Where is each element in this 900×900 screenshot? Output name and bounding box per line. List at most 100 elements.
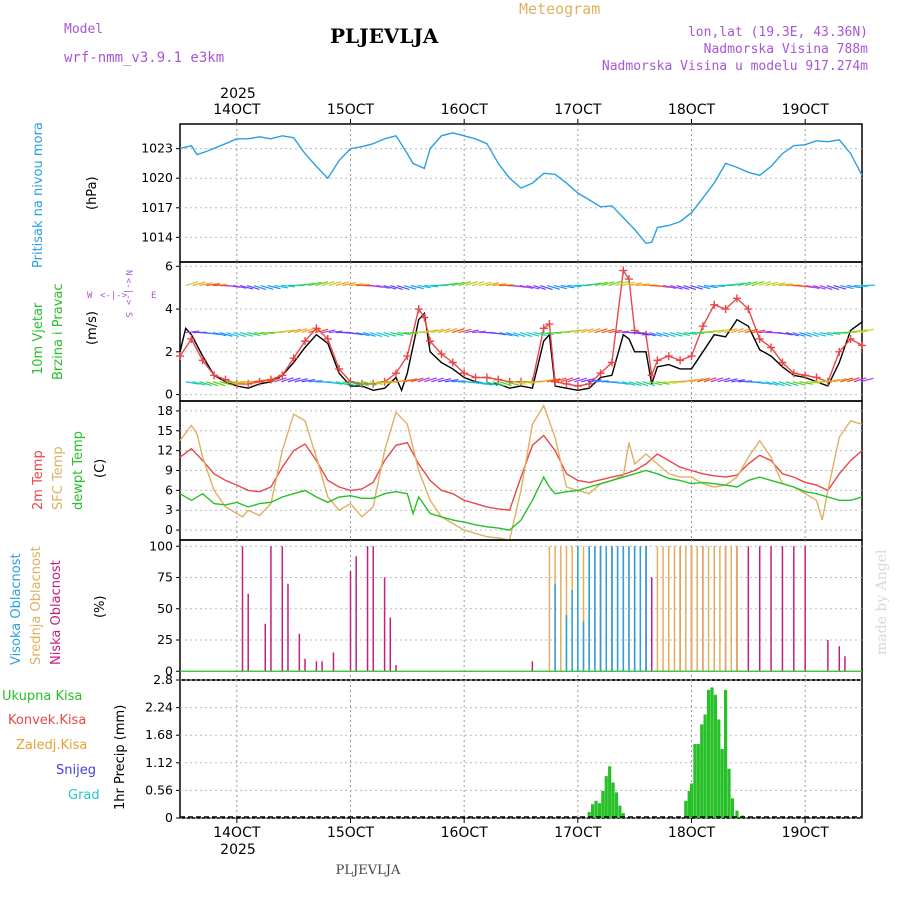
gust-marker (653, 356, 662, 365)
wind-arrow (472, 330, 486, 334)
wind-arrow (403, 378, 418, 383)
precip-bar (703, 714, 707, 818)
cloud-label-high: Visoka Oblacnost (9, 553, 24, 665)
wind-arrow (383, 331, 397, 337)
compass-arrow-v: <-|-> (123, 278, 133, 306)
wind-arrow (349, 381, 362, 387)
wind-arrow (635, 283, 650, 287)
precip-legend-total: Ukupna Kisa (2, 689, 82, 704)
precip-bar (594, 800, 598, 818)
gust-marker (494, 375, 503, 384)
wind-arrow (758, 381, 772, 386)
series-line-2 (179, 469, 863, 531)
wind-arrow (567, 329, 581, 334)
temp-label-dewpt: dewpt Temp (71, 431, 86, 510)
wind-arrow (376, 284, 390, 289)
gust-marker (778, 358, 787, 367)
wind-arrow (444, 379, 459, 383)
wind-arrow (601, 281, 615, 287)
precip-legend-snow: Snijeg (56, 763, 96, 778)
wind-arrow (847, 377, 860, 383)
wind-arrow (703, 284, 718, 289)
wind-arrow (526, 331, 540, 337)
y-tick-label: 6 (165, 482, 173, 497)
wind-arrow (669, 284, 683, 290)
wind-arrow (267, 377, 281, 383)
wind-arrow (260, 378, 274, 383)
wind-arrow (315, 328, 329, 334)
wind-arrow (253, 284, 267, 291)
wind-arrow (349, 331, 363, 336)
y-tick-label: 100 (149, 538, 173, 553)
wind-arrow (253, 331, 268, 336)
wind-arrow (615, 281, 628, 287)
wind-arrow (356, 381, 369, 387)
wind-arrow (669, 331, 683, 337)
gust-marker (471, 373, 480, 382)
wind-arrow (519, 331, 533, 338)
precip-legend-freezing: Zaledj.Kisa (16, 738, 87, 753)
meteogram-label: Meteogram (519, 0, 600, 18)
wind-arrow (785, 381, 799, 387)
wind-arrow (451, 281, 465, 287)
precip-bar (587, 812, 591, 818)
wind-arrow (731, 282, 745, 287)
wind-arrow (444, 327, 458, 334)
wind-arrow (219, 381, 233, 386)
wind-arrow (560, 284, 575, 289)
wind-arrow (594, 281, 608, 287)
wind-arrow (826, 378, 841, 383)
wind-arrow (274, 377, 287, 383)
time-tick-bottom: 19OCT (782, 825, 830, 841)
time-tick-top: 14OCT (213, 102, 261, 118)
wind-arrow (281, 284, 296, 288)
gust-marker (289, 354, 298, 363)
wind-arrow (376, 331, 390, 338)
year-bottom: 2025 (220, 842, 256, 858)
wind-arrow (683, 379, 698, 383)
wind-arrow (287, 377, 301, 383)
series-line-1 (179, 268, 863, 387)
y-tick-label: 2.24 (145, 700, 173, 715)
time-tick-top: 17OCT (554, 102, 602, 118)
wind-arrow (506, 331, 519, 337)
wind-labels: 10m Vjetar Brzina i Pravac (m/s) W <-|->… (31, 270, 156, 380)
wind-arrow (362, 381, 376, 386)
wind-arrow (499, 381, 513, 387)
wind-arrow (778, 331, 793, 336)
gust-marker (596, 369, 605, 378)
wind-arrow (710, 329, 725, 334)
wind-arrows (185, 280, 875, 387)
gust-marker (448, 358, 457, 367)
wind-arrow (206, 283, 220, 287)
wind-arrow (662, 284, 677, 290)
precip-bar (601, 790, 605, 818)
wind-arrow (328, 281, 342, 287)
precip-bar (618, 805, 622, 818)
wind-arrow (731, 327, 744, 334)
wind-arrow (383, 284, 397, 290)
wind-arrow (410, 377, 424, 383)
gust-marker (176, 352, 184, 361)
precip-bar (693, 744, 697, 818)
wind-arrow (812, 284, 826, 290)
wind-arrow (635, 331, 650, 336)
wind-arrow (233, 331, 246, 338)
wind-arrow (205, 381, 219, 387)
wind-arrow (485, 282, 500, 287)
series-line-0 (179, 434, 863, 511)
wind-arrow (533, 331, 547, 337)
y-tick-label: 25 (157, 632, 173, 647)
altitude-model-label: Nadmorska Visina u modelu 917.274m (602, 59, 868, 74)
wind-title-1: 10m Vjetar (31, 302, 46, 375)
wind-arrow (321, 280, 335, 287)
wind-arrow (240, 284, 254, 290)
wind-arrow (799, 381, 813, 385)
wind-arrow (267, 284, 281, 290)
wind-arrow (806, 381, 821, 384)
precip-bar (591, 804, 595, 818)
wind-arrow (553, 377, 567, 383)
wind-arrow (294, 328, 308, 334)
wind-arrow (397, 379, 411, 383)
